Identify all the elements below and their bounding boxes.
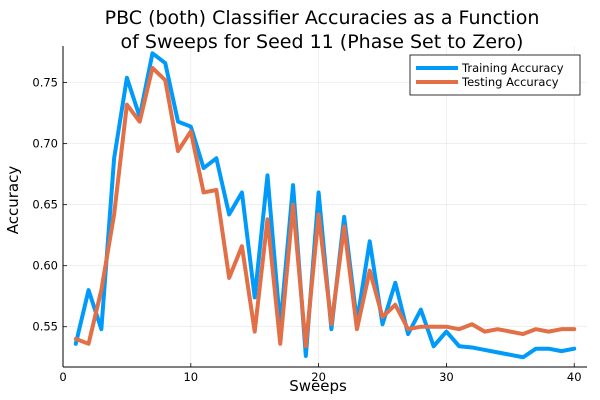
series-line-testing bbox=[73, 65, 577, 349]
y-tick-label: 0.65 bbox=[32, 198, 58, 212]
axes bbox=[62, 46, 587, 368]
y-tick-label: 0.60 bbox=[32, 259, 58, 273]
ticks: 0 10 20 30 40 0.55 0.60 0.65 0.70 0.75 bbox=[32, 76, 581, 384]
x-tick-label: 0 bbox=[59, 370, 66, 384]
y-tick-label: 0.70 bbox=[32, 137, 58, 151]
series bbox=[73, 51, 577, 360]
chart-subtitle: of Sweeps for Seed 11 (Phase Set to Zero… bbox=[121, 31, 524, 53]
x-axis-label: Sweeps bbox=[289, 377, 347, 395]
y-axis-label: Accuracy bbox=[4, 166, 22, 235]
x-tick-label: 20 bbox=[311, 370, 326, 384]
y-tick-label: 0.55 bbox=[32, 320, 58, 334]
legend-label: Training Accuracy bbox=[461, 61, 564, 75]
legend-label: Testing Accuracy bbox=[461, 75, 559, 89]
x-tick-label: 10 bbox=[183, 370, 198, 384]
y-tick-label: 0.75 bbox=[32, 76, 58, 90]
x-tick-label: 30 bbox=[439, 370, 454, 384]
x-tick-label: 40 bbox=[567, 370, 582, 384]
legend-box bbox=[409, 54, 581, 96]
chart-title: PBC (both) Classifier Accuracies as a Fu… bbox=[105, 7, 540, 29]
